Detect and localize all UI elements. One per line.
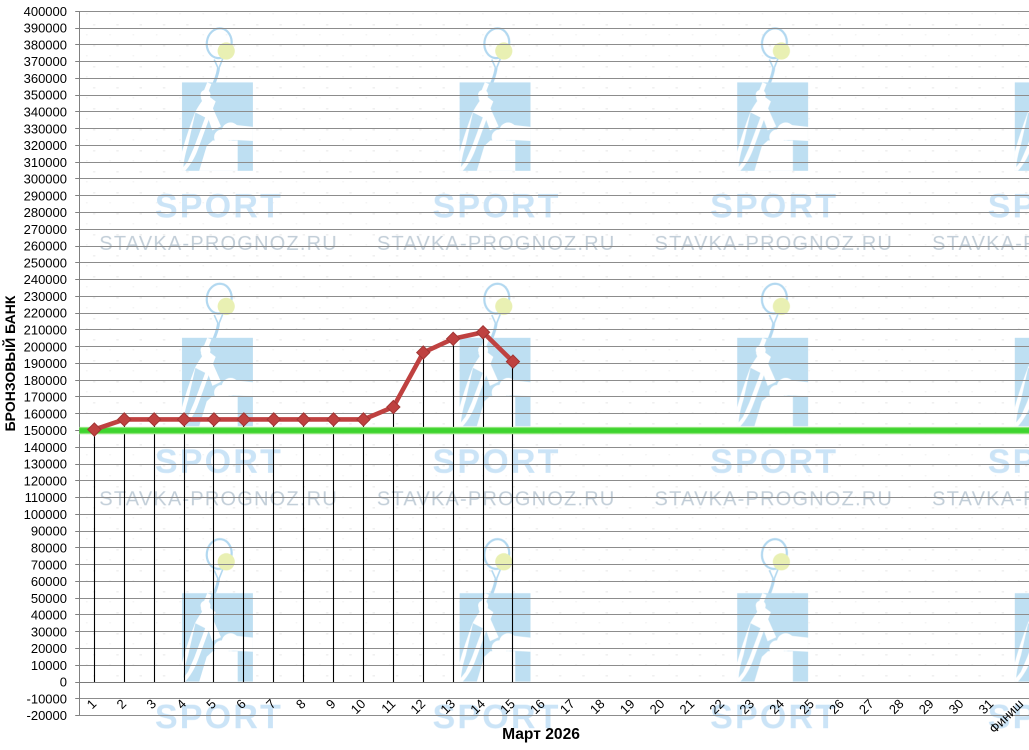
svg-text:230000: 230000 <box>24 289 67 304</box>
svg-text:300000: 300000 <box>24 172 67 187</box>
svg-text:350000: 350000 <box>24 88 67 103</box>
svg-text:290000: 290000 <box>24 188 67 203</box>
svg-text:270000: 270000 <box>24 222 67 237</box>
svg-text:110000: 110000 <box>25 490 67 505</box>
svg-text:340000: 340000 <box>24 105 67 120</box>
svg-text:390000: 390000 <box>24 21 67 36</box>
svg-text:130000: 130000 <box>24 457 67 472</box>
svg-text:80000: 80000 <box>31 541 67 556</box>
svg-text:330000: 330000 <box>24 121 67 136</box>
svg-text:370000: 370000 <box>24 54 67 69</box>
svg-text:400000: 400000 <box>24 4 67 19</box>
svg-text:120000: 120000 <box>24 473 67 488</box>
svg-text:180000: 180000 <box>24 373 67 388</box>
svg-text:30000: 30000 <box>31 624 67 639</box>
svg-text:-20000: -20000 <box>27 708 67 723</box>
svg-text:210000: 210000 <box>24 323 67 338</box>
svg-text:10000: 10000 <box>31 658 67 673</box>
svg-text:170000: 170000 <box>24 390 67 405</box>
svg-text:90000: 90000 <box>31 524 67 539</box>
svg-text:320000: 320000 <box>24 138 67 153</box>
svg-text:20000: 20000 <box>31 641 67 656</box>
svg-text:0: 0 <box>60 675 67 690</box>
svg-text:380000: 380000 <box>24 37 67 52</box>
svg-text:40000: 40000 <box>31 608 67 623</box>
svg-text:50000: 50000 <box>31 591 67 606</box>
svg-text:190000: 190000 <box>24 356 67 371</box>
svg-text:Март 2026: Март 2026 <box>502 726 580 743</box>
svg-text:280000: 280000 <box>24 205 67 220</box>
svg-text:220000: 220000 <box>24 306 67 321</box>
svg-text:200000: 200000 <box>24 339 67 354</box>
svg-text:310000: 310000 <box>24 155 67 170</box>
svg-text:240000: 240000 <box>24 272 67 287</box>
svg-text:140000: 140000 <box>24 440 67 455</box>
svg-text:250000: 250000 <box>24 255 67 270</box>
svg-text:70000: 70000 <box>31 557 67 572</box>
svg-text:260000: 260000 <box>24 239 67 254</box>
svg-text:60000: 60000 <box>31 574 67 589</box>
svg-text:150000: 150000 <box>24 423 67 438</box>
svg-text:160000: 160000 <box>24 406 67 421</box>
svg-text:БРОНЗОВЫЙ БАНК: БРОНЗОВЫЙ БАНК <box>1 295 18 431</box>
svg-text:360000: 360000 <box>24 71 67 86</box>
svg-text:-10000: -10000 <box>27 691 67 706</box>
svg-text:100000: 100000 <box>24 507 67 522</box>
